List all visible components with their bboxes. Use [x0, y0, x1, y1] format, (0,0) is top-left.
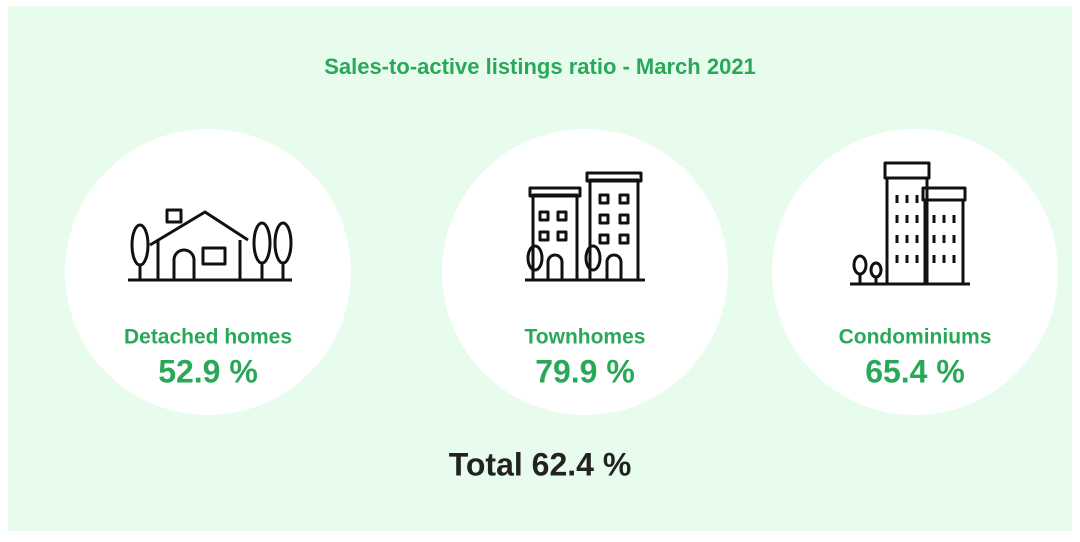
condo-icon — [850, 161, 970, 286]
townhomes-icon — [525, 171, 645, 282]
item-value: 65.4 % — [865, 353, 965, 389]
total: Total 62.4 % — [449, 446, 632, 482]
item-value: 52.9 % — [158, 353, 258, 389]
item-label: Condominiums — [839, 326, 992, 349]
item-label: Townhomes — [525, 326, 646, 349]
title: Sales-to-active listings ratio - March 2… — [324, 54, 756, 79]
card-circle — [772, 129, 1058, 415]
item-value: 79.9 % — [535, 353, 635, 389]
item-label: Detached homes — [124, 326, 292, 349]
card-circle — [65, 129, 351, 415]
card-circle — [442, 129, 728, 415]
house-icon — [128, 208, 293, 282]
